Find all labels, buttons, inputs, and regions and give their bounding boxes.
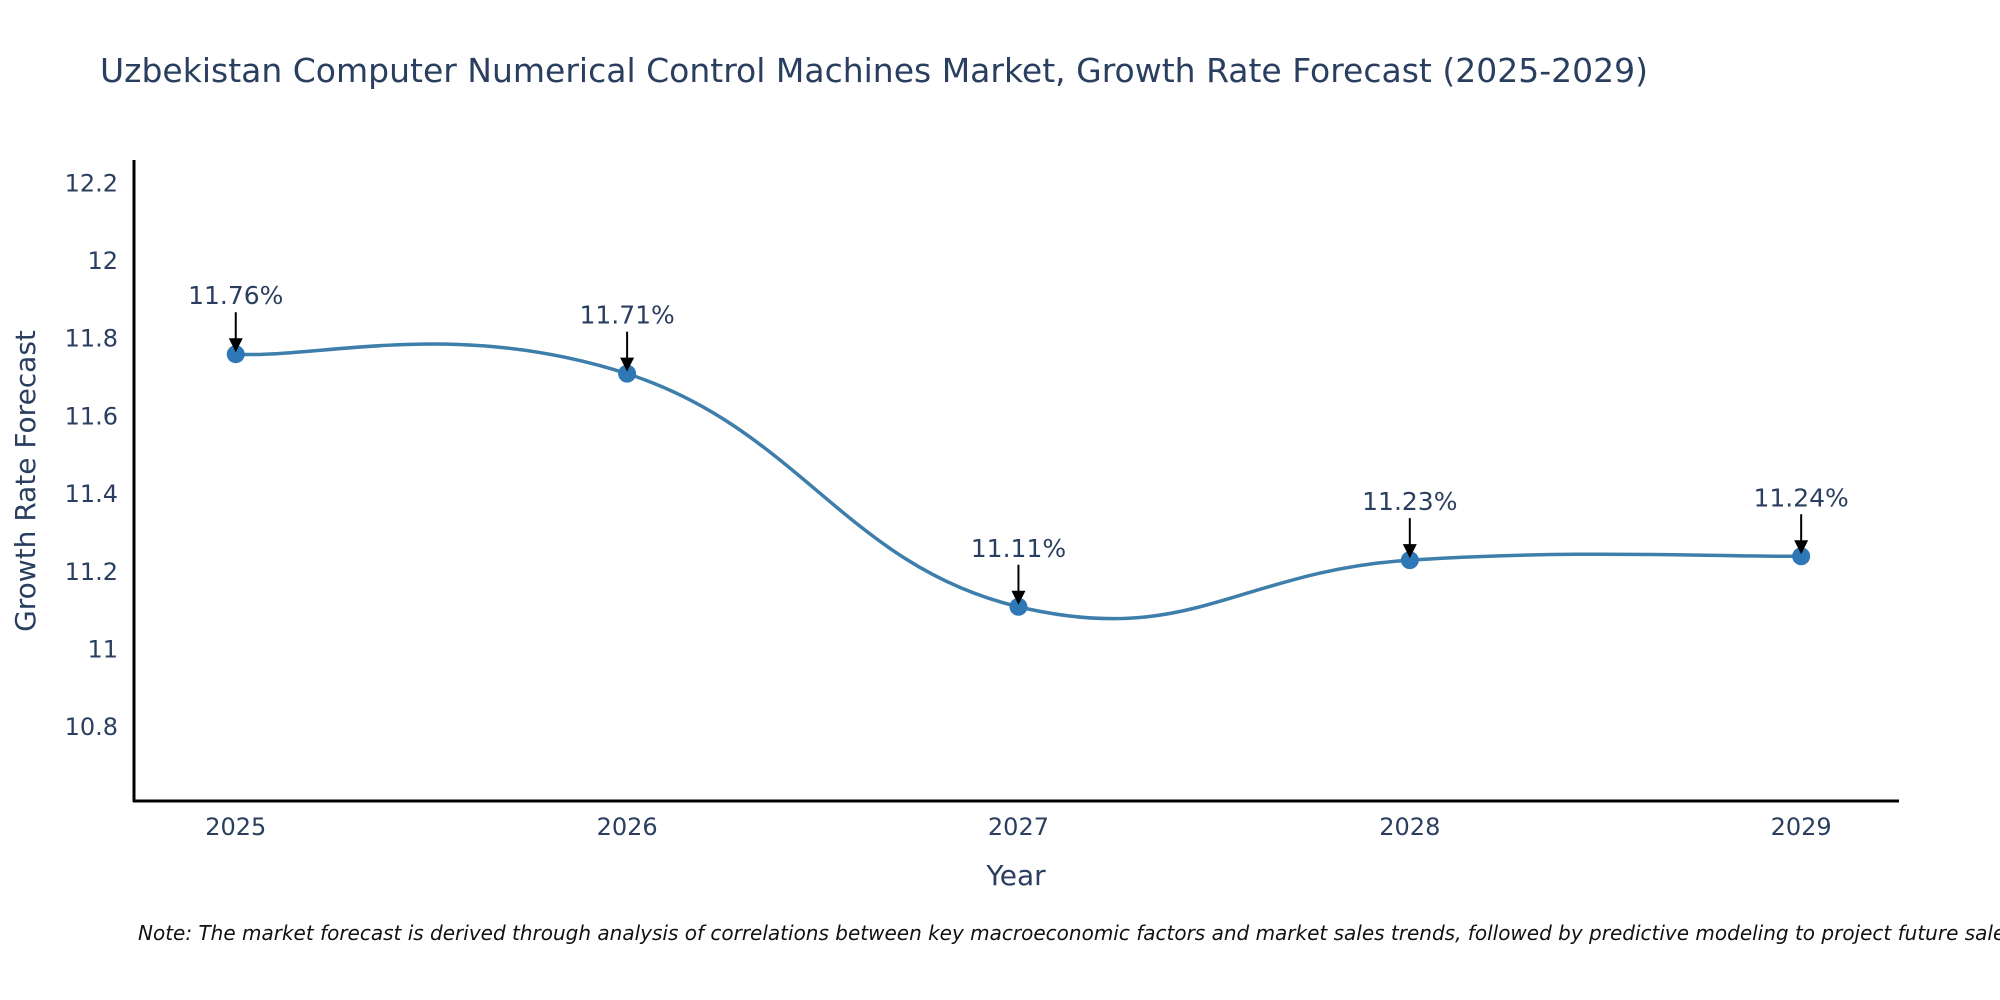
y-tick-label: 11 bbox=[87, 635, 118, 663]
y-tick-label: 10.8 bbox=[65, 713, 118, 741]
data-label: 11.76% bbox=[188, 281, 283, 310]
y-tick-label: 11.2 bbox=[65, 558, 118, 586]
annotations-layer: 11.76% 11.71% 11.11% 11.23% 11.24% bbox=[188, 281, 1849, 605]
annotation-arrow-head bbox=[620, 357, 635, 372]
series-layer bbox=[226, 342, 1811, 621]
x-tick-label: 2029 bbox=[1771, 813, 1832, 841]
data-point[interactable] bbox=[1009, 597, 1028, 616]
y-axis-ticks: 10.8 11 11.2 11.4 11.6 11.8 12 12.2 bbox=[65, 169, 118, 741]
x-axis-title: Year bbox=[985, 859, 1046, 892]
y-tick-label: 11.8 bbox=[65, 325, 118, 353]
data-point[interactable] bbox=[1792, 547, 1811, 566]
data-point[interactable] bbox=[1400, 551, 1419, 570]
data-label: 11.23% bbox=[1362, 487, 1457, 516]
chart-title: Uzbekistan Computer Numerical Control Ma… bbox=[100, 51, 1648, 90]
annotation-arrow-head bbox=[1794, 540, 1809, 555]
footnote: Note: The market forecast is derived thr… bbox=[138, 921, 2000, 945]
x-axis-ticks: 2025 2026 2027 2028 2029 bbox=[205, 813, 1831, 841]
y-tick-label: 11.4 bbox=[65, 480, 118, 508]
annotation-arrow-head bbox=[1402, 544, 1417, 559]
y-tick-label: 11.6 bbox=[65, 402, 118, 430]
data-label: 11.24% bbox=[1753, 483, 1848, 512]
x-tick-label: 2026 bbox=[597, 813, 658, 841]
annotation-arrow-head bbox=[228, 338, 243, 353]
x-tick-label: 2027 bbox=[988, 813, 1049, 841]
x-tick-label: 2028 bbox=[1379, 813, 1440, 841]
y-tick-label: 12 bbox=[87, 247, 118, 275]
y-tick-label: 12.2 bbox=[65, 169, 118, 197]
data-label: 11.11% bbox=[971, 534, 1066, 563]
data-point[interactable] bbox=[226, 345, 245, 364]
data-point[interactable] bbox=[618, 364, 637, 383]
data-label: 11.71% bbox=[579, 301, 674, 330]
series-line bbox=[235, 342, 1802, 621]
x-tick-label: 2025 bbox=[205, 813, 266, 841]
y-axis-title: Growth Rate Forecast bbox=[9, 330, 42, 632]
annotation-arrow-head bbox=[1011, 590, 1026, 605]
